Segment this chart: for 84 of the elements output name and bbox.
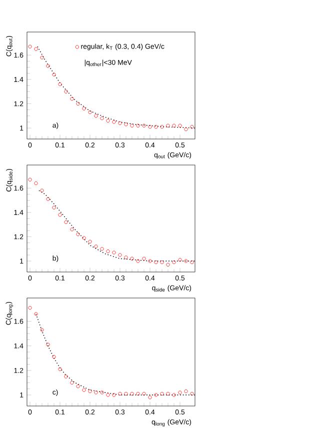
point [136,259,140,263]
point [64,90,68,94]
point [70,97,74,101]
point [190,260,194,264]
point [40,56,44,60]
point [166,124,170,128]
point [124,256,128,260]
point [124,392,128,396]
point [58,367,62,371]
point [142,124,146,128]
point [28,306,32,310]
point [28,44,32,48]
point [34,312,38,316]
point [154,260,158,264]
point [88,389,92,394]
point [130,256,134,260]
point [124,122,128,126]
point [52,355,56,359]
point [172,260,176,264]
point [52,72,56,76]
point [40,188,44,192]
point [172,393,176,397]
point [82,236,86,240]
point [190,392,194,396]
point [178,390,182,394]
point [106,393,110,397]
point [40,328,44,332]
point [130,124,134,128]
point [118,121,122,125]
point [112,250,116,254]
point [142,392,146,396]
point [58,82,62,86]
point [112,120,116,124]
point [136,124,140,128]
point [190,125,194,129]
point [100,247,104,251]
point [166,392,170,396]
point [94,114,98,118]
point [154,125,158,129]
point [34,47,38,51]
point [76,102,80,106]
point [70,228,74,232]
point [178,258,182,262]
point [58,213,62,217]
point [88,110,92,114]
point [34,181,38,186]
point [94,244,98,248]
point [46,64,50,68]
point [160,392,164,396]
point [76,232,80,236]
point [46,197,50,201]
point [184,127,188,132]
point [172,124,176,128]
point [100,390,104,394]
point [148,125,152,129]
point [136,392,140,396]
point [148,259,152,263]
point [64,374,68,378]
point [52,206,56,210]
point [142,256,146,260]
point [100,116,104,120]
point [112,393,116,397]
point [118,253,122,257]
point [178,124,182,128]
point [184,259,188,263]
point [148,396,152,400]
point [64,220,68,224]
point [82,388,86,392]
point [106,118,110,123]
point [46,342,50,346]
point [106,250,110,254]
point [28,178,32,182]
point [184,389,188,394]
point [82,106,86,110]
point [166,262,170,266]
point [94,390,98,394]
point [154,393,158,397]
point [130,392,134,396]
point [118,392,122,396]
point [160,260,164,264]
point [70,380,74,384]
point [160,125,164,129]
point [88,240,92,244]
point [76,384,80,388]
